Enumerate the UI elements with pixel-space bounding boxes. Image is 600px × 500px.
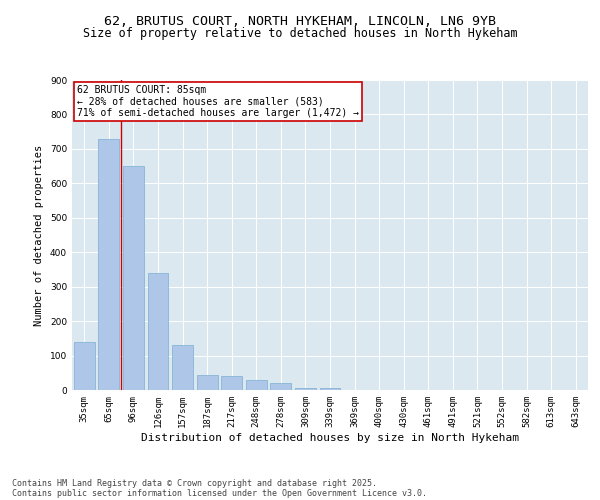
Bar xyxy=(148,273,169,390)
Text: Contains HM Land Registry data © Crown copyright and database right 2025.: Contains HM Land Registry data © Crown c… xyxy=(12,478,377,488)
Bar xyxy=(295,388,316,390)
Y-axis label: Number of detached properties: Number of detached properties xyxy=(34,144,44,326)
Text: 62, BRUTUS COURT, NORTH HYKEHAM, LINCOLN, LN6 9YB: 62, BRUTUS COURT, NORTH HYKEHAM, LINCOLN… xyxy=(104,15,496,28)
Bar xyxy=(172,345,193,390)
Bar xyxy=(320,388,340,390)
Bar xyxy=(221,376,242,390)
X-axis label: Distribution of detached houses by size in North Hykeham: Distribution of detached houses by size … xyxy=(141,432,519,442)
Bar xyxy=(123,166,144,390)
Text: Size of property relative to detached houses in North Hykeham: Size of property relative to detached ho… xyxy=(83,28,517,40)
Bar xyxy=(98,138,119,390)
Text: Contains public sector information licensed under the Open Government Licence v3: Contains public sector information licen… xyxy=(12,488,427,498)
Text: 62 BRUTUS COURT: 85sqm
← 28% of detached houses are smaller (583)
71% of semi-de: 62 BRUTUS COURT: 85sqm ← 28% of detached… xyxy=(77,84,359,118)
Bar xyxy=(197,374,218,390)
Bar xyxy=(74,342,95,390)
Bar xyxy=(271,383,292,390)
Bar xyxy=(246,380,267,390)
